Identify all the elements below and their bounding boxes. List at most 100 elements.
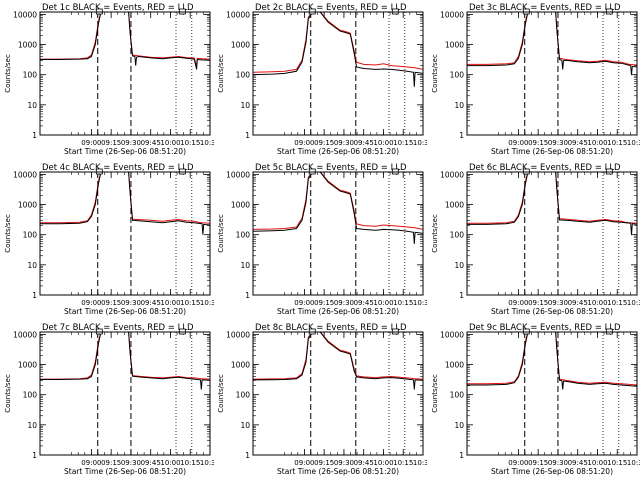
series-line-lld [467,332,637,386]
y-tick-label: 1 [459,451,464,460]
chart-panel-1: Det 1c BLACK = Events, RED = LLD 1 10 100 10… [4,3,214,156]
x-tick-label: 10:15 [180,299,200,307]
x-axis-label: Start Time (26-Sep-06 08:51:20) [491,307,613,316]
series-line-lld [40,172,210,224]
plot-frame [39,11,211,136]
plot-frame [39,171,211,296]
x-tick-label: 10:30 [627,299,640,307]
x-tick-label: 09:30 [121,299,141,307]
y-tick-label: 10 [240,421,250,430]
x-axis-label: Start Time (26-Sep-06 08:51:20) [491,147,613,156]
y-tick-label: 1000 [445,41,464,50]
series-line-events [40,172,210,235]
x-tick-label: 09:45 [568,459,588,467]
x-tick-label: 09:45 [568,299,588,307]
y-tick-label: 100 [450,231,465,240]
series-line-lld [40,332,210,380]
y-tick-label: 100 [450,71,465,80]
y-tick-label: 100 [236,231,251,240]
y-tick-label: 10 [240,101,250,110]
series-line-events [253,332,423,390]
chart-panel-7: Det 7c BLACK = Events, RED = LLD 1 10 100 10… [4,323,214,476]
x-tick-label: 10:00 [160,299,180,307]
x-tick-label: 10:15 [393,139,413,147]
y-tick-label: 1000 [231,41,250,50]
y-tick-label: 1 [32,131,37,140]
x-tick-label: 09:15 [528,299,548,307]
x-tick-label: 09:30 [334,139,354,147]
x-tick-label: 10:15 [180,139,200,147]
series-line-events [40,332,210,390]
chart-panel-2: Det 2c BLACK = Events, RED = LLD 1 10 100 10… [217,3,427,156]
x-tick-label: 10:00 [373,459,393,467]
chart-panel-9: Det 9c BLACK = Events, RED = LLD 1 10 100 10… [431,323,640,476]
x-tick-label: 10:30 [200,299,214,307]
series-group [40,332,210,390]
y-tick-label: 100 [236,391,251,400]
x-tick-label: 09:30 [121,459,141,467]
y-tick-label: 1 [32,291,37,300]
x-axis-label: Start Time (26-Sep-06 08:51:20) [64,307,186,316]
plot-frame [466,11,638,136]
x-axis-label: Start Time (26-Sep-06 08:51:20) [491,467,613,476]
x-tick-label: 09:45 [141,459,161,467]
chart-title: Det 7c BLACK = Events, RED = LLD [42,323,194,333]
x-tick-label: 09:30 [121,139,141,147]
x-tick-label: 10:30 [200,139,214,147]
y-tick-label: 10 [27,261,37,270]
y-tick-label: 1000 [18,361,37,370]
y-tick-label: 1000 [231,361,250,370]
series-line-events [467,172,637,235]
chart-panel-6: Det 6c BLACK = Events, RED = LLD 1 10 100 10… [431,163,640,316]
series-group [40,12,210,70]
x-tick-label: 10:00 [587,459,607,467]
plot-frame [252,171,424,296]
y-axis-label: Counts/sec [217,374,225,413]
series-line-lld [253,172,423,230]
series-group [467,12,637,75]
x-tick-label: 10:15 [180,459,200,467]
x-tick-label: 09:00 [508,299,528,307]
chart-panel-3: Det 3c BLACK = Events, RED = LLD 1 10 100 10… [431,3,640,156]
x-tick-label: 09:45 [354,139,374,147]
y-axis-label: Counts/sec [431,374,439,413]
y-tick-label: 10000 [13,10,37,19]
chart-panel-8: Det 8c BLACK = Events, RED = LLD 1 10 100 10… [217,323,427,476]
x-tick-label: 09:15 [101,459,121,467]
chart-title: Det 2c BLACK = Events, RED = LLD [255,3,407,13]
plot-frame [252,11,424,136]
y-tick-label: 100 [23,71,38,80]
y-axis-label: Counts/sec [217,214,225,253]
x-tick-label: 10:00 [373,139,393,147]
series-group [467,172,637,235]
x-tick-label: 10:30 [627,139,640,147]
y-tick-label: 1 [245,291,250,300]
y-axis-label: Counts/sec [431,54,439,93]
y-tick-label: 10000 [226,10,250,19]
x-tick-label: 09:00 [294,459,314,467]
y-tick-label: 10000 [226,330,250,339]
chart-title: Det 5c BLACK = Events, RED = LLD [255,163,407,173]
x-tick-label: 10:15 [393,299,413,307]
x-tick-label: 09:45 [354,299,374,307]
x-tick-label: 10:15 [607,459,627,467]
x-tick-label: 09:30 [334,299,354,307]
x-tick-label: 09:15 [101,299,121,307]
series-line-lld [253,12,423,73]
x-tick-label: 10:15 [607,299,627,307]
y-tick-label: 1000 [18,41,37,50]
y-tick-label: 1000 [18,201,37,210]
y-axis-label: Counts/sec [4,374,12,413]
series-group [40,172,210,235]
x-tick-label: 10:00 [160,459,180,467]
y-axis-label: Counts/sec [4,214,12,253]
x-axis-label: Start Time (26-Sep-06 08:51:20) [277,307,399,316]
x-tick-label: 09:00 [81,299,101,307]
x-tick-label: 10:30 [200,459,214,467]
y-tick-label: 1 [245,131,250,140]
x-tick-label: 10:00 [587,299,607,307]
x-tick-label: 09:00 [294,139,314,147]
x-tick-label: 09:30 [548,459,568,467]
y-tick-label: 10 [454,261,464,270]
